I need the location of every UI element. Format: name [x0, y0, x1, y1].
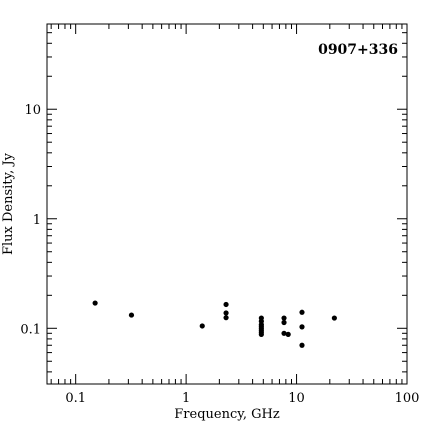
data-point	[258, 331, 264, 337]
tick-labels: 0.1 1 10 100 0.1 1 10	[20, 103, 419, 406]
data-point	[281, 315, 287, 321]
data-point	[223, 315, 229, 321]
x-tick-label: 1	[182, 391, 190, 406]
data-point	[299, 324, 305, 330]
data-point	[299, 309, 305, 315]
x-tick-label: 10	[288, 391, 305, 406]
data-point	[281, 319, 287, 326]
data-point	[92, 300, 98, 306]
data-points	[92, 300, 337, 348]
data-point	[128, 312, 135, 318]
y-axis-title: Flux Density, Jy	[1, 152, 16, 255]
y-tick-label: 0.1	[20, 322, 41, 337]
data-point	[281, 330, 287, 336]
data-point	[223, 310, 229, 316]
y-tick-label: 10	[24, 103, 41, 118]
x-axis-title: Frequency, GHz	[174, 407, 280, 422]
data-point	[223, 301, 229, 308]
x-tick-label: 0.1	[65, 391, 86, 406]
x-tick-label: 100	[395, 391, 420, 406]
y-tick-label: 1	[33, 213, 41, 228]
data-point	[331, 315, 337, 321]
source-name-label: 0907+336	[318, 42, 398, 58]
data-point	[285, 331, 291, 337]
data-point	[299, 342, 305, 348]
data-point	[199, 323, 205, 329]
plot-frame	[46, 23, 408, 385]
axis-ticks	[47, 23, 408, 384]
